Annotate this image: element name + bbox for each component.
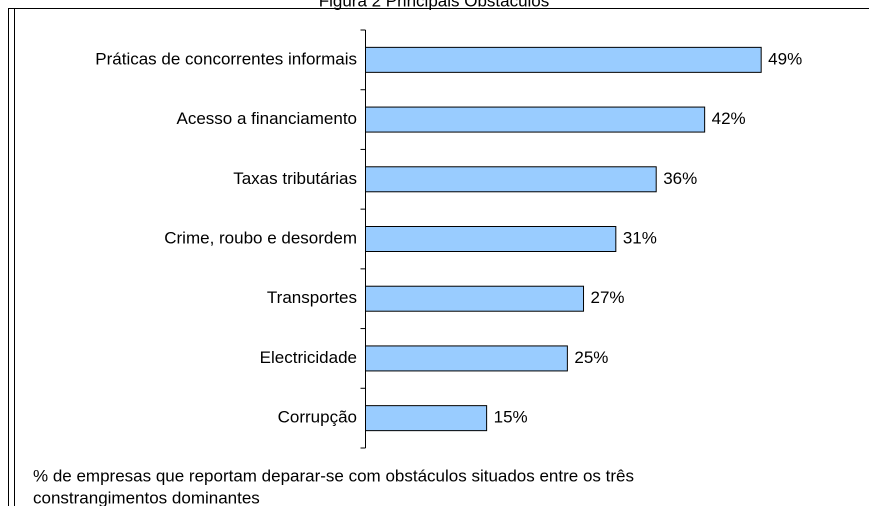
category-label: Acesso a financiamento [177,109,358,128]
bar [365,345,568,372]
value-label: 27% [591,288,625,307]
value-label: 36% [663,169,697,188]
category-label: Corrupção [278,408,357,427]
bar [365,106,706,133]
note: % de empresas que reportam deparar-se co… [33,466,634,485]
value-label: 31% [623,228,657,247]
category-label: Taxas tributárias [233,169,357,188]
value-label: 15% [494,408,528,427]
category-label: Transportes [267,288,357,307]
bar [365,166,657,193]
bar [365,226,617,252]
note: constrangimentos dominantes [33,488,260,506]
value-label: 25% [574,348,608,367]
value-label: 49% [768,49,802,68]
category-label: Electricidade [260,348,357,367]
value-label: 42% [712,109,746,128]
bar [365,285,585,312]
chart-frame [8,8,869,506]
category-label: Práticas de concorrentes informais [95,49,357,68]
chart-title: Figura 2 Principais Obstáculos [319,0,550,10]
category-label: Crime, roubo e desordem [164,228,357,247]
bar [365,405,488,432]
bar [365,46,762,73]
